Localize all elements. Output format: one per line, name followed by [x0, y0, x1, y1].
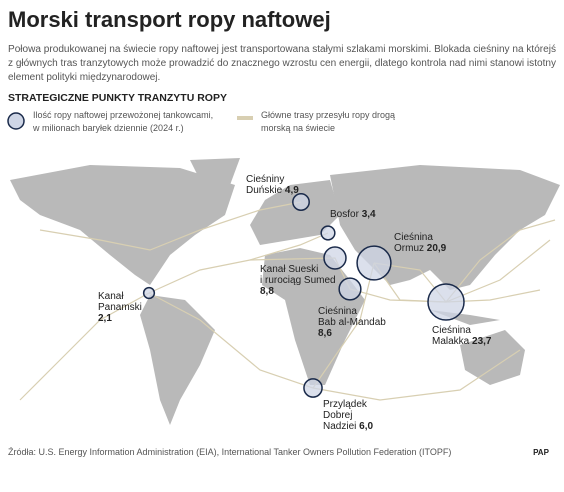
chokepoint-bubble — [320, 225, 336, 241]
source: Źródła: U.S. Energy Information Administ… — [8, 447, 451, 457]
chokepoint-value: 2,1 — [98, 313, 112, 324]
chokepoint-name: Dobrej — [323, 410, 352, 421]
chokepoint-name-text: Malakka — [432, 336, 470, 347]
chokepoint-name: Duńskie 4,9 — [246, 185, 299, 196]
logo: PAP — [533, 448, 550, 457]
chokepoint-name: Ormuz 20,9 — [394, 243, 447, 254]
chokepoint-value: 23,7 — [472, 336, 492, 347]
chokepoint-name: Cieśnina — [432, 325, 471, 336]
chokepoint-name: Bab al-Mandab — [318, 317, 386, 328]
chokepoint-name-text: Dobrej — [323, 410, 352, 421]
chokepoint-name: Cieśnina — [394, 232, 433, 243]
chokepoint-value: 8,8 — [260, 286, 274, 297]
chokepoint-name-text: Bab al-Mandab — [318, 317, 386, 328]
chokepoint-name-text: Cieśnina — [394, 232, 433, 243]
chokepoint-name: Cieśniny — [246, 174, 284, 185]
chokepoint-name-text: Kanał — [98, 291, 124, 302]
chokepoint-bubble — [292, 193, 310, 211]
chokepoint-bubble — [303, 378, 323, 398]
chokepoint-value: 20,9 — [427, 243, 447, 254]
chokepoint-value: 6,0 — [359, 421, 373, 432]
chokepoint-value: 3,4 — [362, 209, 376, 220]
chokepoint-name-text: i rurociąg Sumed — [260, 275, 336, 286]
world-map — [10, 158, 560, 425]
chokepoint-name: Kanał — [98, 291, 124, 302]
chokepoint-name-text: Nadziei — [323, 421, 356, 432]
chokepoint-name: Nadziei 6,0 — [323, 421, 373, 432]
chokepoint-bubble — [142, 286, 156, 300]
chokepoint-name-text: Kanał Sueski — [260, 264, 318, 275]
chokepoint-bubble — [323, 246, 347, 270]
chokepoint-name: Panamski — [98, 302, 142, 313]
chokepoint-bubble — [356, 245, 392, 281]
legend-text: w milionach baryłek dziennie (2024 r.) — [32, 123, 184, 133]
chokepoint-name-text: Duńskie — [246, 185, 283, 196]
legend-bubble — [7, 112, 25, 130]
chokepoint-name-text: Cieśnina — [432, 325, 471, 336]
legend-text: morską na świecie — [261, 123, 335, 133]
legend-text: Główne trasy przesyłu ropy drogą — [261, 110, 395, 120]
legend-text: Ilość ropy naftowej przewożonej tankowca… — [33, 110, 213, 120]
chokepoint-name-text: Ormuz — [394, 243, 424, 254]
chokepoint-bubble — [338, 277, 362, 301]
chokepoint-name-text: Cieśnina — [318, 306, 357, 317]
description: Połowa produkowanej na świecie ropy naft… — [8, 44, 556, 55]
chokepoint-name: Malakka 23,7 — [432, 336, 492, 347]
description: z głównych tras tranzytowych może prowad… — [8, 58, 556, 69]
chokepoint-name: Bosfor 3,4 — [330, 209, 376, 220]
chokepoint-name: i rurociąg Sumed — [260, 275, 336, 286]
description: element polityki międzynarodowej. — [8, 72, 160, 83]
chokepoint-name: Przylądek — [323, 399, 368, 410]
title: Morski transport ropy naftowej — [8, 7, 331, 32]
chokepoint-name-text: Cieśniny — [246, 174, 284, 185]
chokepoint-name: Cieśnina — [318, 306, 357, 317]
chokepoint-name: Kanał Sueski — [260, 264, 318, 275]
section-title: STRATEGICZNE PUNKTY TRANZYTU ROPY — [8, 92, 227, 104]
chokepoint-bubble — [427, 283, 465, 321]
chokepoint-name-text: Panamski — [98, 302, 142, 313]
chokepoint-value: 8,6 — [318, 328, 332, 339]
chokepoint-name-text: Bosfor — [330, 209, 360, 220]
chokepoint-value: 4,9 — [285, 185, 299, 196]
chokepoint-name-text: Przylądek — [323, 399, 368, 410]
